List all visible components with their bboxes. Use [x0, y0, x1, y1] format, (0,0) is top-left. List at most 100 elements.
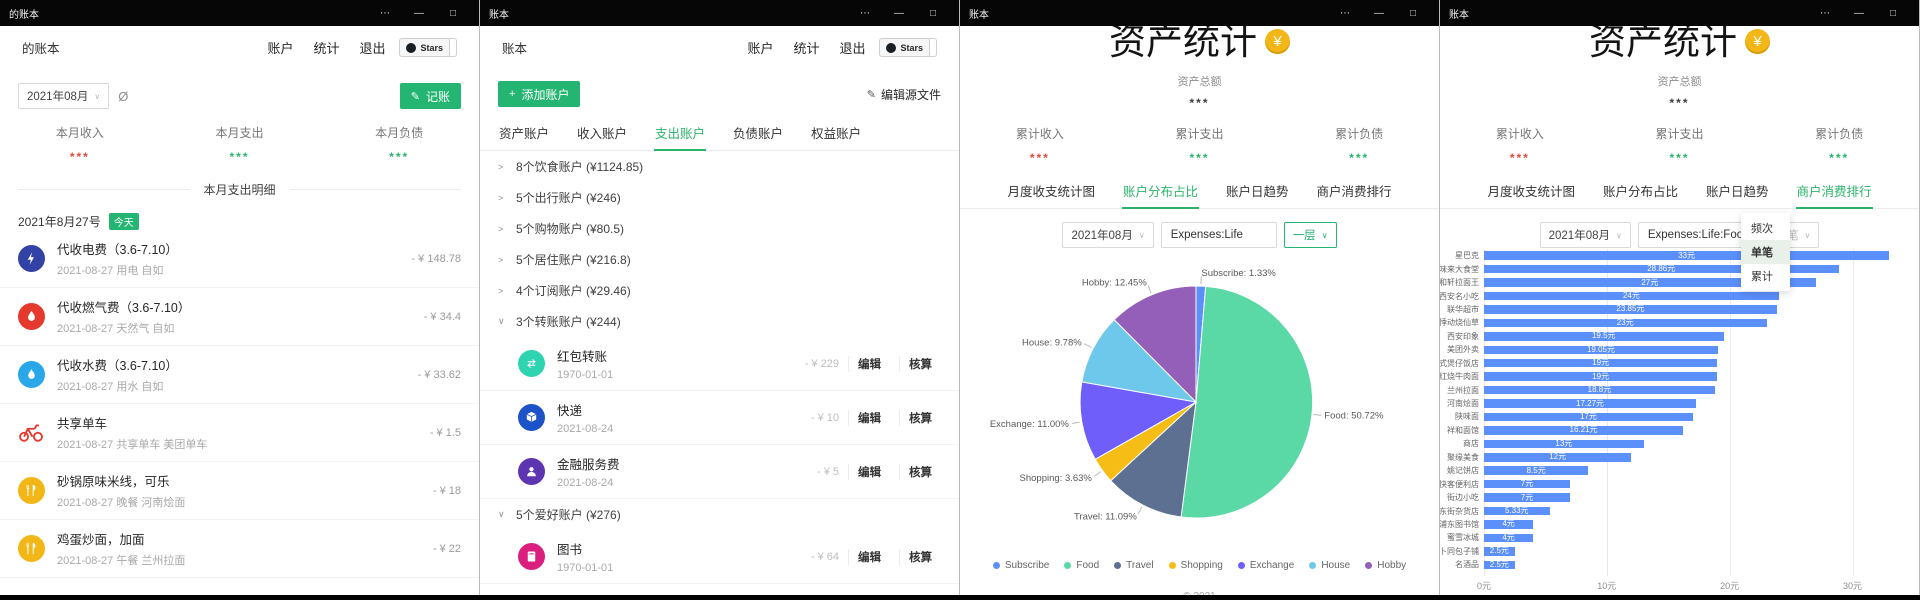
minimize-button[interactable]: — — [1854, 7, 1864, 19]
tab-商户消费排行[interactable]: 商户消费排行 — [1795, 175, 1873, 209]
query-input[interactable]: Expenses:Life:Food — [1637, 222, 1760, 248]
maximize-button[interactable]: □ — [1409, 7, 1417, 19]
audit-link[interactable]: 核算 — [899, 409, 941, 426]
tab-月度收支统计图[interactable]: 月度收支统计图 — [1487, 185, 1575, 199]
edit-link[interactable]: 编辑 — [848, 463, 890, 480]
menu-button[interactable]: ⋯ — [860, 7, 870, 19]
maximize-button[interactable]: □ — [929, 7, 937, 19]
nav-item-统计[interactable]: 统计 — [313, 41, 340, 56]
transaction-item[interactable]: 代收燃气费（3.6-7.10） 2021-08-27 天然气 自如 - ¥ 34.4 — [0, 288, 479, 346]
minimize-button[interactable]: — — [414, 7, 424, 19]
audit-link[interactable]: 核算 — [899, 548, 941, 565]
nav-item-退出[interactable]: 退出 — [359, 41, 386, 56]
edit-link[interactable]: 编辑 — [848, 355, 890, 372]
month-select[interactable]: 2021年08月 ∨ — [1062, 222, 1154, 248]
nav-item-账户[interactable]: 账户 — [267, 41, 294, 56]
edit-link[interactable]: 编辑 — [848, 548, 890, 565]
bar-快客便利店[interactable]: 7元 — [1484, 479, 1570, 489]
tab-资产账户[interactable]: 资产账户 — [499, 127, 550, 141]
account-item[interactable]: 红包转账 1970-01-01 - ¥ 229 编辑 核算 — [480, 337, 959, 391]
titlebar[interactable]: 的账本 ⋯ — □ — [0, 0, 479, 26]
maximize-button[interactable]: □ — [1889, 7, 1897, 19]
taskbar-edge[interactable] — [0, 595, 1920, 600]
pie-slice-Travel[interactable] — [1109, 400, 1197, 518]
bar-美团外卖[interactable]: 19.05元 — [1484, 345, 1718, 355]
dropdown-option-频次[interactable]: 频次 — [1751, 223, 1773, 235]
bar-联华超市[interactable]: 23.85元 — [1484, 305, 1777, 314]
transaction-item[interactable]: 代收水费（3.6-7.10） 2021-08-27 用水 自如 - ¥ 33.62 — [0, 346, 479, 404]
bar-星巴克[interactable]: 33元 — [1484, 251, 1890, 260]
legend-item-Exchange[interactable]: Exchange — [1237, 560, 1294, 571]
bar-西安印象[interactable]: 19.5元 — [1484, 331, 1724, 341]
account-group[interactable]: >5个购物账户 (¥80.5) — [480, 213, 959, 244]
month-select[interactable]: 2021年08月 ∨ — [1539, 222, 1631, 248]
minimize-button[interactable]: — — [894, 7, 904, 19]
titlebar[interactable]: 账本 ⋯ — □ — [1440, 0, 1919, 26]
tab-负债账户[interactable]: 负债账户 — [733, 127, 784, 141]
transaction-item[interactable]: 砂锅原味米线，可乐 2021-08-27 晚餐 河南烩面 - ¥ 18 — [0, 462, 479, 520]
menu-button[interactable]: ⋯ — [380, 7, 390, 19]
github-stars-button[interactable]: Stars — [399, 38, 457, 57]
brand[interactable]: 的账本 — [22, 42, 60, 56]
bar-聚缘美食[interactable]: 12元 — [1484, 452, 1632, 462]
account-group[interactable]: ∨ 5个爱好账户 (¥276) — [480, 499, 959, 530]
bar-蜜雪冰城[interactable]: 4元 — [1484, 533, 1534, 543]
bar-浦东图书馆[interactable]: 4元 — [1484, 520, 1534, 529]
bar-陕味面[interactable]: 17元 — [1484, 412, 1693, 422]
nav-item-统计[interactable]: 统计 — [793, 41, 820, 56]
query-input[interactable]: Expenses:Life — [1160, 222, 1277, 248]
month-select[interactable]: 2021年08月 ∨ — [18, 83, 110, 109]
bar-红烧牛肉面[interactable]: 19元 — [1484, 372, 1718, 381]
bar-和轩拉面王[interactable]: 27元 — [1484, 278, 1816, 287]
transaction-item[interactable]: 鸡蛋炒面，加面 2021-08-27 午餐 兰州拉面 - ¥ 22 — [0, 520, 479, 578]
account-group[interactable]: >8个饮食账户 (¥1124.85) — [480, 151, 959, 182]
pie-slice-Hobby[interactable] — [1113, 285, 1197, 404]
legend-item-Food[interactable]: Food — [1064, 560, 1099, 571]
legend-item-Shopping[interactable]: Shopping — [1168, 560, 1223, 571]
bar-祥和面馆[interactable]: 16.21元 — [1484, 425, 1684, 435]
tab-账户分布占比[interactable]: 账户分布占比 — [1602, 185, 1678, 199]
bar-湘式煲仔饭店[interactable]: 19元 — [1484, 358, 1718, 368]
pie-slice-Exchange[interactable] — [1079, 381, 1198, 460]
account-item[interactable]: 金融服务费 2021-08-24 - ¥ 5 编辑 核算 — [480, 445, 959, 499]
pie-slice-Food[interactable] — [1180, 285, 1314, 519]
nav-item-账户[interactable]: 账户 — [747, 41, 774, 56]
github-stars-button[interactable]: Stars — [879, 38, 937, 57]
bar-姚记饼店[interactable]: 8.5元 — [1484, 466, 1589, 475]
audit-link[interactable]: 核算 — [899, 355, 941, 372]
bar-兰州拉面[interactable]: 18.8元 — [1484, 385, 1715, 395]
bar-街边小吃[interactable]: 7元 — [1484, 493, 1570, 502]
minimize-button[interactable]: — — [1374, 7, 1384, 19]
titlebar[interactable]: 账本 ⋯ — □ — [480, 0, 959, 26]
audit-link[interactable]: 核算 — [899, 463, 941, 480]
tab-账户日趋势[interactable]: 账户日趋势 — [1706, 185, 1769, 199]
tab-账户分布占比[interactable]: 账户分布占比 — [1121, 175, 1199, 209]
menu-button[interactable]: ⋯ — [1340, 7, 1350, 19]
depth-select[interactable]: 一层 ∨ — [1283, 222, 1337, 248]
bar-河南烩面[interactable]: 17.27元 — [1484, 399, 1697, 408]
bar-名酒品[interactable]: 2.5元 — [1484, 560, 1515, 570]
nav-item-退出[interactable]: 退出 — [839, 41, 866, 56]
account-group[interactable]: >5个出行账户 (¥246) — [480, 182, 959, 213]
bar-好味来大食堂[interactable]: 28.86元 — [1484, 264, 1839, 274]
legend-item-Hobby[interactable]: Hobby — [1365, 560, 1406, 571]
tab-权益账户[interactable]: 权益账户 — [811, 127, 862, 141]
account-item[interactable]: 图书 1970-01-01 - ¥ 64 编辑 核算 — [480, 530, 959, 584]
edit-source-link[interactable]: ✎ 编辑源文件 — [866, 87, 941, 102]
tab-月度收支统计图[interactable]: 月度收支统计图 — [1007, 185, 1095, 199]
edit-link[interactable]: 编辑 — [848, 409, 890, 426]
transaction-item[interactable]: 共享单车 2021-08-27 共享单车 美团单车 - ¥ 1.5 — [0, 404, 479, 462]
dropdown-option-单笔[interactable]: 单笔 — [1741, 240, 1790, 264]
maximize-button[interactable]: □ — [449, 7, 457, 19]
brand[interactable]: 账本 — [502, 42, 528, 56]
legend-item-House[interactable]: House — [1309, 560, 1350, 571]
bar-西安名小吃[interactable]: 24元 — [1484, 291, 1779, 301]
tab-商户消费排行[interactable]: 商户消费排行 — [1316, 185, 1392, 199]
account-group[interactable]: >5个居住账户 (¥216.8) — [480, 244, 959, 275]
titlebar[interactable]: 账本 ⋯ — □ — [960, 0, 1439, 26]
bar-卜同包子铺[interactable]: 2.5元 — [1484, 546, 1515, 556]
account-group[interactable]: >4个订阅账户 (¥29.46) — [480, 275, 959, 306]
transaction-item[interactable]: 代收电费（3.6-7.10） 2021-08-27 用电 自如 - ¥ 148.78 — [0, 230, 479, 288]
account-group[interactable]: ∨ 3个转账账户 (¥244) — [480, 306, 959, 337]
tab-账户日趋势[interactable]: 账户日趋势 — [1226, 185, 1289, 199]
